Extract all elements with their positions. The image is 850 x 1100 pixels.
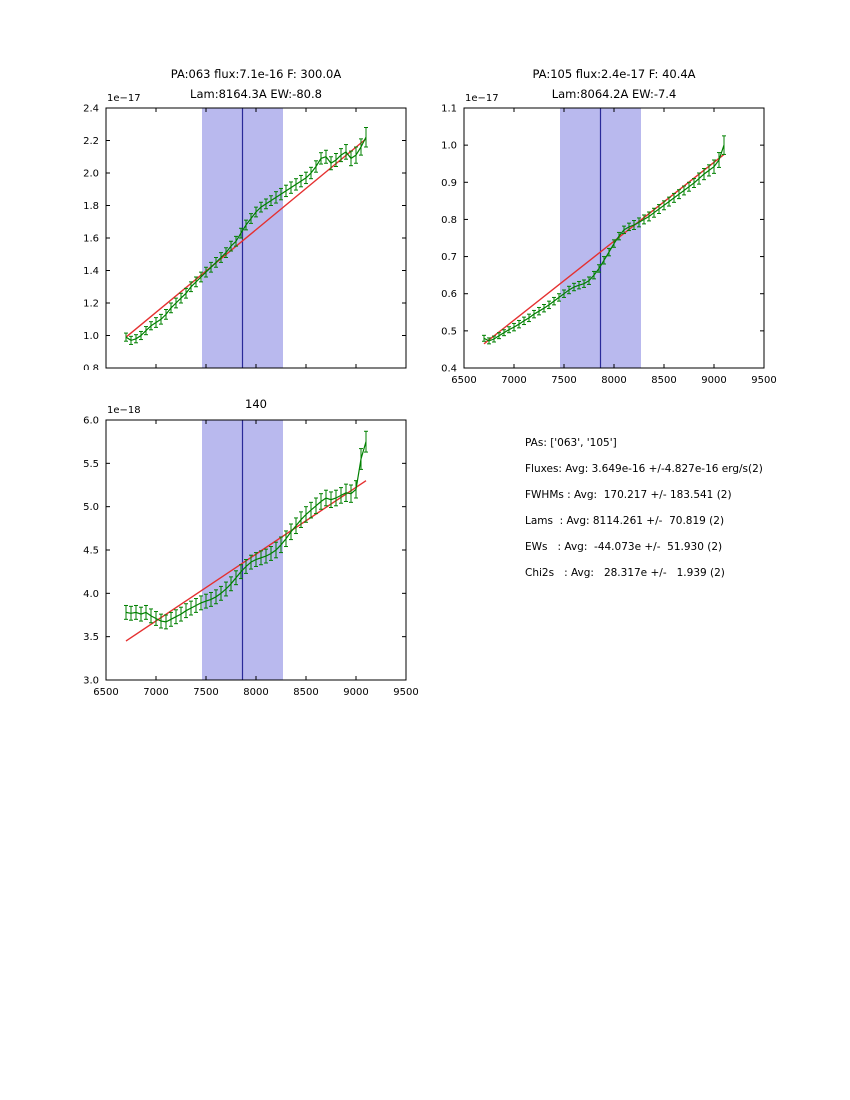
svg-text:8000: 8000 bbox=[243, 687, 268, 698]
svg-text:Lam:8064.2A EW:-7.4: Lam:8064.2A EW:-7.4 bbox=[552, 87, 677, 101]
svg-text:9000: 9000 bbox=[343, 687, 368, 698]
svg-text:4.5: 4.5 bbox=[83, 546, 99, 557]
svg-text:0.8: 0.8 bbox=[441, 215, 457, 226]
stats-panel: PAs: ['063', '105'] Fluxes: Avg: 3.649e-… bbox=[525, 430, 763, 586]
svg-text:7000: 7000 bbox=[143, 687, 168, 698]
svg-text:2.2: 2.2 bbox=[83, 136, 99, 147]
svg-text:9000: 9000 bbox=[701, 375, 726, 386]
stats-lams-line: Lams : Avg: 8114.261 +/- 70.819 (2) bbox=[525, 515, 725, 527]
svg-text:1e−17: 1e−17 bbox=[465, 93, 499, 104]
svg-text:1.0: 1.0 bbox=[441, 141, 457, 152]
stats-fwhms-line: FWHMs : Avg: 170.217 +/- 183.541 (2) bbox=[525, 489, 732, 501]
svg-text:1.0: 1.0 bbox=[83, 331, 99, 342]
svg-text:7000: 7000 bbox=[501, 375, 526, 386]
stats-fluxes-line: Fluxes: Avg: 3.649e-16 +/-4.827e-16 erg/… bbox=[525, 463, 763, 475]
svg-text:140: 140 bbox=[245, 397, 267, 411]
svg-text:0.7: 0.7 bbox=[441, 252, 457, 263]
svg-text:0.5: 0.5 bbox=[441, 326, 457, 337]
svg-text:9500: 9500 bbox=[393, 687, 418, 698]
svg-text:1.6: 1.6 bbox=[83, 234, 99, 245]
svg-text:PA:063 flux:7.1e-16 F: 300.0A: PA:063 flux:7.1e-16 F: 300.0A bbox=[171, 67, 342, 81]
stats-pas-line: PAs: ['063', '105'] bbox=[525, 437, 617, 449]
svg-text:PA:105 flux:2.4e-17 F: 40.4A: PA:105 flux:2.4e-17 F: 40.4A bbox=[532, 67, 695, 81]
svg-text:7500: 7500 bbox=[193, 687, 218, 698]
svg-text:1e−18: 1e−18 bbox=[107, 405, 141, 416]
svg-text:4.0: 4.0 bbox=[83, 589, 99, 600]
svg-text:6500: 6500 bbox=[93, 687, 118, 698]
spectrum-chart-140: 6500 7000 7500 8000 8500 9000 9500 3.0 3.5 4.0 4.5… bbox=[50, 370, 420, 705]
svg-text:0.4: 0.4 bbox=[441, 364, 457, 375]
svg-text:2.4: 2.4 bbox=[83, 104, 99, 115]
stats-chi2s-line: Chi2s : Avg: 28.317e +/- 1.939 (2) bbox=[525, 567, 725, 579]
svg-text:9500: 9500 bbox=[751, 375, 776, 386]
svg-text:0.9: 0.9 bbox=[441, 178, 457, 189]
svg-text:8500: 8500 bbox=[293, 687, 318, 698]
svg-text:6500: 6500 bbox=[451, 375, 476, 386]
svg-text:1.4: 1.4 bbox=[83, 266, 99, 277]
svg-text:Lam:8164.3A EW:-80.8: Lam:8164.3A EW:-80.8 bbox=[190, 87, 322, 101]
stats-ews-line: EWs : Avg: -44.073e +/- 51.930 (2) bbox=[525, 541, 723, 553]
svg-text:8500: 8500 bbox=[651, 375, 676, 386]
svg-text:0.6: 0.6 bbox=[441, 289, 457, 300]
svg-text:1.8: 1.8 bbox=[83, 201, 99, 212]
svg-text:3.5: 3.5 bbox=[83, 632, 99, 643]
svg-text:6.0: 6.0 bbox=[83, 416, 99, 427]
svg-text:0.8: 0.8 bbox=[83, 364, 99, 375]
svg-text:7500: 7500 bbox=[551, 375, 576, 386]
svg-text:5.5: 5.5 bbox=[83, 459, 99, 470]
spectrum-chart-pa105: 6500 7000 7500 8000 8500 9000 9500 0.4 0.5 0.6 0.7… bbox=[408, 58, 778, 393]
svg-text:1e−17: 1e−17 bbox=[107, 93, 141, 104]
svg-text:2.0: 2.0 bbox=[83, 169, 99, 180]
svg-text:3.0: 3.0 bbox=[83, 676, 99, 687]
svg-text:1.1: 1.1 bbox=[441, 104, 457, 115]
svg-text:8000: 8000 bbox=[601, 375, 626, 386]
svg-text:1.2: 1.2 bbox=[83, 299, 99, 310]
svg-text:5.0: 5.0 bbox=[83, 502, 99, 513]
spectrum-chart-pa063: 65007000750080008500900095000.81.01.21.4… bbox=[50, 58, 420, 393]
